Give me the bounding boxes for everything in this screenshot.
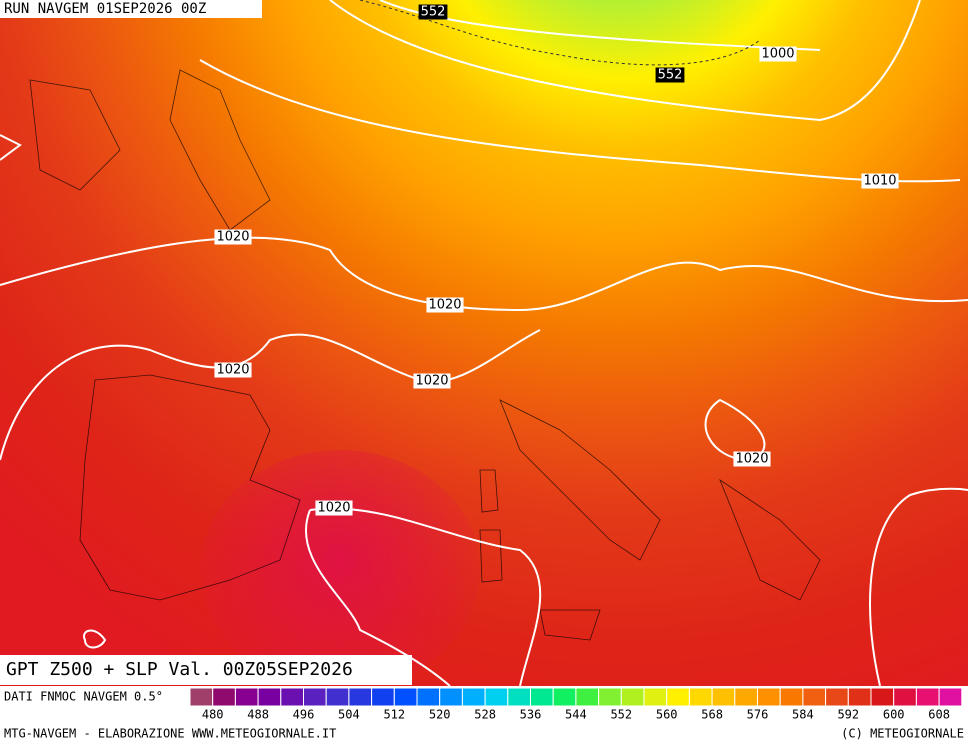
color-swatch <box>393 687 418 707</box>
color-swatch <box>439 687 463 707</box>
color-swatch <box>711 687 736 707</box>
contour-label-box <box>315 500 353 516</box>
contour-label-box <box>418 4 448 20</box>
color-swatch <box>847 687 872 707</box>
color-swatch <box>575 687 600 707</box>
color-bar-label: 584 <box>792 708 814 722</box>
contour-label-box <box>759 46 797 62</box>
color-swatch <box>552 687 577 707</box>
color-bar-label: 544 <box>565 708 587 722</box>
contour-label: 1020 <box>415 374 448 389</box>
color-swatch <box>530 687 554 707</box>
color-swatch <box>212 687 236 707</box>
contour-label-box <box>214 229 252 245</box>
contour-label-box <box>214 362 252 378</box>
footer-right: (C) METEOGIORNALE <box>841 727 964 741</box>
color-bar-label: 592 <box>837 708 859 722</box>
map-title: GPT Z500 + SLP Val. 00Z05SEP2026 <box>6 659 353 680</box>
color-swatch <box>666 687 690 707</box>
color-bar-label: 528 <box>474 708 496 722</box>
color-swatch <box>915 687 940 707</box>
color-bar-label: 568 <box>701 708 723 722</box>
geopotential-field <box>0 0 968 686</box>
color-swatch <box>257 687 282 707</box>
contour-labels: 552 552 1000 1010 1020 1020 1020 1020 1020 1020 <box>214 4 899 516</box>
color-swatch <box>348 687 373 707</box>
color-bar-label: 552 <box>610 708 632 722</box>
color-swatch <box>938 687 963 707</box>
legend-source: DATI FNMOC NAVGEM 0.5° <box>4 690 163 704</box>
color-swatch <box>371 687 395 707</box>
color-bar-label: 480 <box>202 708 224 722</box>
color-bar-label: 600 <box>883 708 905 722</box>
color-swatch <box>507 687 531 707</box>
color-bar-label: 504 <box>338 708 360 722</box>
color-swatch <box>802 687 827 707</box>
color-swatch <box>280 687 304 707</box>
contour-label: 1020 <box>428 298 461 313</box>
contour-label-box <box>861 173 899 189</box>
color-swatch <box>303 687 327 707</box>
color-swatch <box>893 687 917 707</box>
color-swatch <box>598 687 622 707</box>
contour-label: 1020 <box>216 230 249 245</box>
contour-label-box <box>426 297 464 313</box>
contour-label: 552 <box>658 68 683 83</box>
color-swatch <box>757 687 781 707</box>
contour-label: 552 <box>421 5 446 20</box>
color-bar-label: 576 <box>747 708 769 722</box>
color-swatch <box>416 687 441 707</box>
color-bar-label: 520 <box>429 708 451 722</box>
color-swatch <box>234 687 259 707</box>
color-swatch <box>484 687 509 707</box>
contour-label: 1020 <box>317 501 350 516</box>
contour-label: 1000 <box>761 47 794 62</box>
color-swatch <box>620 687 645 707</box>
color-swatch <box>825 687 849 707</box>
header-box <box>0 0 262 18</box>
color-bar-label: 536 <box>520 708 542 722</box>
color-swatch <box>325 687 350 707</box>
color-swatch <box>734 687 758 707</box>
geopotential-core <box>200 450 480 690</box>
contour-label: 1010 <box>863 174 896 189</box>
color-bar: 480 488 496 504 512 520 528 536 544 552 560 568 576 5… <box>189 687 963 722</box>
title-box <box>0 655 412 685</box>
coastlines <box>29 69 821 641</box>
color-swatch <box>643 687 668 707</box>
contour-label-box <box>655 67 685 83</box>
color-bar-label: 488 <box>247 708 269 722</box>
footer-left: MTG-NAVGEM - ELABORAZIONE WWW.METEOGIORN… <box>4 727 336 741</box>
color-swatch <box>461 687 486 707</box>
run-label: RUN NAVGEM 01SEP2026 00Z <box>4 1 206 17</box>
contour-label: 1020 <box>735 452 768 467</box>
contour-label-box <box>413 373 451 389</box>
color-swatch <box>189 687 214 707</box>
color-bar-label: 560 <box>656 708 678 722</box>
color-bar-label: 512 <box>383 708 405 722</box>
color-swatch <box>870 687 895 707</box>
contour-label-box <box>733 451 771 467</box>
color-bar-label: 608 <box>928 708 950 722</box>
geopotential-contours <box>359 0 761 66</box>
color-swatch <box>688 687 713 707</box>
contour-label: 1020 <box>216 363 249 378</box>
color-swatch <box>779 687 804 707</box>
color-bar-label: 496 <box>293 708 315 722</box>
